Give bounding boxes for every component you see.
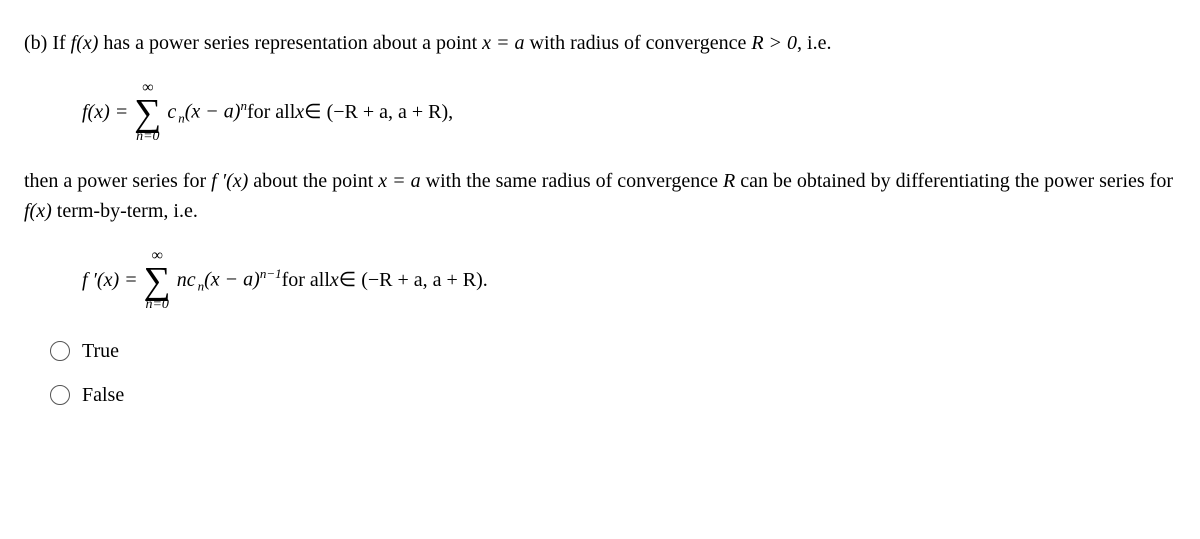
math-rgt: R > 0	[751, 32, 797, 54]
mid-c: with the same radius of convergence	[421, 170, 723, 192]
text-intro-d: , i.e.	[797, 32, 831, 54]
answer-options: True False	[50, 336, 1176, 410]
sigma-sum-1: ∞ ∑ n=0	[134, 80, 161, 144]
math-fx2: f(x)	[24, 200, 52, 222]
radio-icon[interactable]	[50, 385, 70, 405]
mid-a: then a power series for	[24, 170, 211, 192]
mid-b: about the point	[248, 170, 378, 192]
eq1-term: cn(x − a)n	[167, 96, 247, 128]
math-fpx: f ′(x)	[211, 170, 248, 192]
math-fx: f(x)	[71, 32, 99, 54]
math-xa2: x = a	[378, 170, 420, 192]
option-true[interactable]: True	[50, 336, 1176, 366]
mid-d: can be obtained by differentiating the p…	[735, 170, 1173, 192]
eq2-tail-a: for all	[282, 265, 330, 295]
eq2-tail-x: x	[330, 265, 339, 295]
math-r: R	[723, 170, 735, 192]
question-intro: (b) If f(x) has a power series represent…	[24, 28, 1176, 58]
option-true-label: True	[82, 336, 119, 366]
eq1-tail-in: ∈ (−R + a, a + R),	[304, 97, 453, 127]
sum2-lower: n=0	[145, 298, 168, 312]
text-intro-a: (b) If	[24, 32, 71, 54]
text-intro-b: has a power series representation about …	[98, 32, 482, 54]
mid-e: term-by-term, i.e.	[52, 200, 198, 222]
sigma-icon: ∑	[134, 96, 161, 130]
eq2-term: ncn(x − a)n−1	[177, 264, 282, 296]
option-false[interactable]: False	[50, 380, 1176, 410]
option-false-label: False	[82, 380, 124, 410]
sum1-lower: n=0	[136, 130, 159, 144]
equation-fx: f(x) = ∞ ∑ n=0 cn(x − a)n for all x ∈ (−…	[82, 80, 1176, 144]
eq2-tail-in: ∈ (−R + a, a + R).	[339, 265, 488, 295]
text-intro-c: with radius of convergence	[525, 32, 752, 54]
eq2-lhs: f ′(x) =	[82, 265, 138, 295]
eq1-tail-x: x	[295, 97, 304, 127]
sigma-icon: ∑	[144, 264, 171, 298]
equation-fprime: f ′(x) = ∞ ∑ n=0 ncn(x − a)n−1 for all x…	[82, 248, 1176, 312]
radio-icon[interactable]	[50, 341, 70, 361]
sigma-sum-2: ∞ ∑ n=0	[144, 248, 171, 312]
eq1-tail-a: for all	[247, 97, 295, 127]
question-mid: then a power series for f ′(x) about the…	[24, 166, 1176, 226]
eq1-lhs: f(x) =	[82, 97, 128, 127]
math-xa: x = a	[482, 32, 524, 54]
